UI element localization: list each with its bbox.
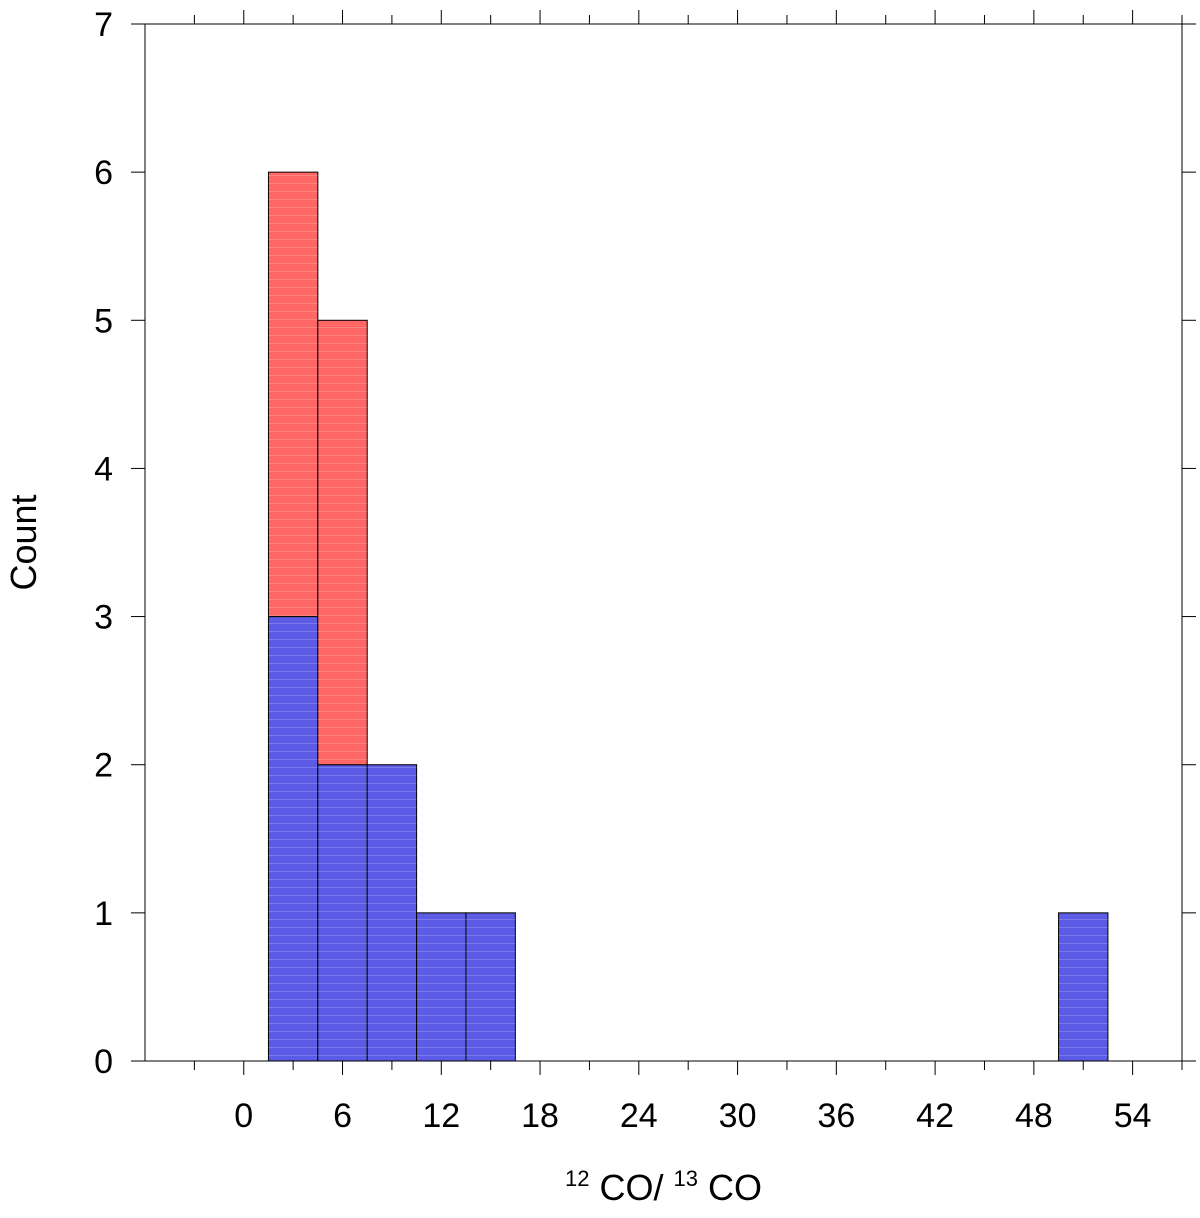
y-axis-title: Count — [3, 494, 44, 590]
y-tick-label: 5 — [94, 302, 113, 340]
y-tick-label: 7 — [94, 6, 113, 44]
y-tick-label: 0 — [94, 1043, 113, 1081]
x-axis-title: 12 CO/ 13 CO — [565, 1153, 762, 1208]
y-tick-label: 2 — [94, 747, 113, 785]
y-tick-label: 3 — [94, 599, 113, 637]
y-tick-label: 4 — [94, 450, 113, 488]
x-tick-label: 36 — [817, 1097, 855, 1135]
y-tick-label: 6 — [94, 154, 113, 192]
bar-texture-series-2-bin-1 — [268, 172, 318, 617]
x-axis-title-superscript-2: 13 — [674, 1166, 698, 1191]
bar-texture-series-2-bin-2 — [317, 320, 368, 765]
x-tick-label: 48 — [1015, 1097, 1053, 1135]
axis-ticks — [131, 10, 1196, 1075]
bar-texture-series-1-bin-4 — [416, 912, 466, 1061]
x-tick-label: 42 — [916, 1097, 954, 1135]
x-axis-title-part-2: CO — [708, 1167, 762, 1208]
bar-texture-series-1-bin-3 — [367, 764, 417, 1061]
bar-texture-series-1-bin-5 — [465, 912, 516, 1061]
bar-texture-series-1-bin-2 — [317, 764, 368, 1061]
x-tick-label: 6 — [333, 1097, 352, 1135]
bar-texture-series-1-bin-6 — [1058, 912, 1108, 1061]
x-tick-label: 54 — [1114, 1097, 1152, 1135]
x-axis-title-part-1: CO/ — [599, 1167, 663, 1208]
x-tick-label: 0 — [234, 1097, 253, 1135]
x-tick-label: 30 — [719, 1097, 757, 1135]
x-axis-tick-labels: 0 6 12 18 24 30 36 42 48 54 — [234, 1097, 1151, 1135]
histogram-bars — [267, 171, 1109, 1062]
y-tick-label: 1 — [94, 895, 113, 933]
x-axis-title-superscript-1: 12 — [565, 1166, 589, 1191]
x-tick-label: 18 — [521, 1097, 559, 1135]
x-tick-label: 24 — [620, 1097, 658, 1135]
plot-frame — [144, 23, 1183, 1062]
x-tick-label: 12 — [422, 1097, 460, 1135]
y-axis-tick-labels: 0 1 2 3 4 5 6 7 — [94, 6, 113, 1081]
bar-texture-series-1-bin-1 — [268, 616, 318, 1061]
